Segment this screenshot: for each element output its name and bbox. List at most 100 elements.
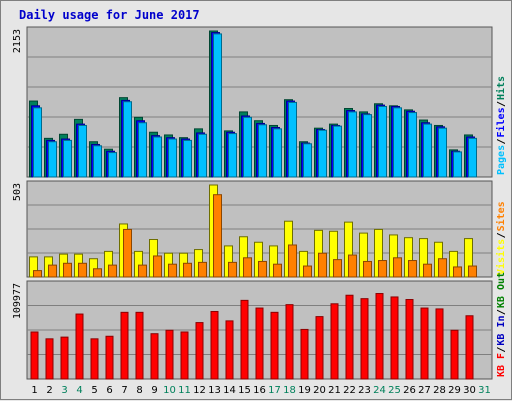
- bar-kb-f-day-4: [75, 313, 84, 380]
- bar-kb-f-day-19: [300, 328, 309, 380]
- bar-sites-day-3: [63, 262, 72, 278]
- bar-pages-day-10: [168, 138, 177, 178]
- bar-pages-day-6: [108, 152, 117, 178]
- bar-pages-day-11: [183, 139, 192, 178]
- bar-pages-day-14: [228, 133, 237, 178]
- bar-sites-day-5: [93, 268, 102, 278]
- bar-kb-f-day-30: [465, 315, 474, 380]
- legend-kb-f: KB F: [496, 353, 507, 377]
- x-tick-day-24: 24: [373, 385, 386, 396]
- bar-sites-day-11: [183, 262, 192, 278]
- bar-pages-day-13: [213, 33, 222, 178]
- bar-kb-f-day-26: [405, 299, 414, 380]
- bar-kb-f-day-29: [450, 329, 459, 380]
- bar-sites-day-22: [348, 254, 357, 278]
- bar-pages-day-16: [258, 124, 267, 178]
- x-tick-day-19: 19: [298, 385, 311, 396]
- y-max-label-hits-files-pages: 2153: [12, 29, 23, 53]
- x-tick-day-30: 30: [463, 385, 476, 396]
- bar-pages-day-28: [438, 127, 447, 178]
- bar-pages-day-26: [408, 112, 417, 178]
- bar-pages-day-8: [138, 122, 147, 178]
- bar-pages-day-22: [348, 111, 357, 178]
- bar-kb-f-day-27: [420, 307, 429, 380]
- bar-sites-day-12: [198, 261, 207, 278]
- x-tick-day-26: 26: [403, 385, 416, 396]
- x-tick-day-28: 28: [433, 385, 446, 396]
- bar-pages-day-30: [468, 137, 477, 178]
- bar-pages-day-15: [243, 116, 252, 178]
- bar-kb-f-day-7: [120, 311, 129, 380]
- x-tick-day-23: 23: [358, 385, 371, 396]
- x-tick-day-25: 25: [388, 385, 401, 396]
- bar-kb-f-day-8: [135, 311, 144, 380]
- legend-sites: Sites: [495, 201, 507, 231]
- bar-sites-day-16: [258, 260, 267, 278]
- x-tick-day-10: 10: [163, 385, 176, 396]
- bar-kb-f-day-15: [240, 299, 249, 380]
- legend-hits: Hits: [495, 76, 507, 100]
- x-tick-day-14: 14: [223, 385, 236, 396]
- y-max-label-visits-sites: 503: [12, 183, 23, 201]
- legend-separator: /: [496, 232, 507, 238]
- bar-kb-f-day-17: [270, 311, 279, 380]
- bar-kb-f-day-23: [360, 298, 369, 380]
- x-tick-day-2: 2: [46, 385, 52, 396]
- x-tick-day-21: 21: [328, 385, 341, 396]
- bar-sites-day-18: [288, 244, 297, 278]
- legend-visits: Visits: [495, 239, 507, 275]
- bar-sites-day-15: [243, 257, 252, 278]
- legend-separator: /: [496, 101, 507, 107]
- bar-pages-day-29: [453, 151, 462, 178]
- legend-separator: /: [496, 309, 507, 315]
- bar-sites-day-17: [273, 263, 282, 278]
- bar-sites-day-29: [453, 266, 462, 278]
- bar-sites-day-19: [303, 265, 312, 278]
- legend-kb-out: KB Out: [496, 272, 507, 308]
- bar-sites-day-26: [408, 260, 417, 278]
- x-tick-day-6: 6: [106, 385, 112, 396]
- x-tick-day-7: 7: [121, 385, 127, 396]
- bar-pages-day-19: [303, 143, 312, 178]
- y-max-label-kbytes: 109977: [12, 283, 23, 319]
- x-tick-day-4: 4: [76, 385, 82, 396]
- bar-kb-f-day-11: [180, 331, 189, 380]
- bar-sites-day-30: [468, 265, 477, 278]
- bar-sites-day-13: [213, 194, 222, 278]
- x-tick-day-12: 12: [193, 385, 206, 396]
- bar-pages-day-7: [123, 101, 132, 178]
- bar-sites-day-10: [168, 263, 177, 278]
- bar-kb-f-day-22: [345, 294, 354, 380]
- bar-pages-day-25: [393, 107, 402, 178]
- bar-pages-day-3: [63, 139, 72, 178]
- bar-sites-day-6: [108, 264, 117, 278]
- bar-kb-f-day-12: [195, 322, 204, 380]
- x-tick-day-8: 8: [136, 385, 142, 396]
- bar-pages-day-5: [93, 145, 102, 178]
- bar-kb-f-day-10: [165, 329, 174, 380]
- bar-sites-day-9: [153, 255, 162, 278]
- bar-kb-f-day-18: [285, 304, 294, 380]
- x-tick-day-9: 9: [151, 385, 157, 396]
- bar-pages-day-2: [48, 141, 57, 178]
- bar-kb-f-day-2: [45, 338, 54, 380]
- bar-sites-day-1: [33, 270, 42, 278]
- x-tick-day-13: 13: [208, 385, 221, 396]
- bar-kb-f-day-3: [60, 336, 69, 380]
- bar-pages-day-18: [288, 101, 297, 178]
- bar-kb-f-day-20: [315, 316, 324, 380]
- bar-pages-day-21: [333, 125, 342, 178]
- x-tick-day-27: 27: [418, 385, 431, 396]
- x-tick-day-17: 17: [268, 385, 281, 396]
- x-tick-day-15: 15: [238, 385, 251, 396]
- bar-sites-day-27: [423, 263, 432, 278]
- bar-sites-day-25: [393, 257, 402, 278]
- bar-kb-f-day-21: [330, 303, 339, 380]
- bar-kb-f-day-6: [105, 335, 114, 380]
- legend-pages: Pages: [496, 145, 507, 175]
- bar-kb-f-day-24: [375, 293, 384, 380]
- bar-sites-day-7: [123, 228, 132, 278]
- bar-kb-f-day-1: [30, 331, 39, 380]
- bar-sites-day-28: [438, 258, 447, 278]
- x-tick-day-31: 31: [478, 385, 491, 396]
